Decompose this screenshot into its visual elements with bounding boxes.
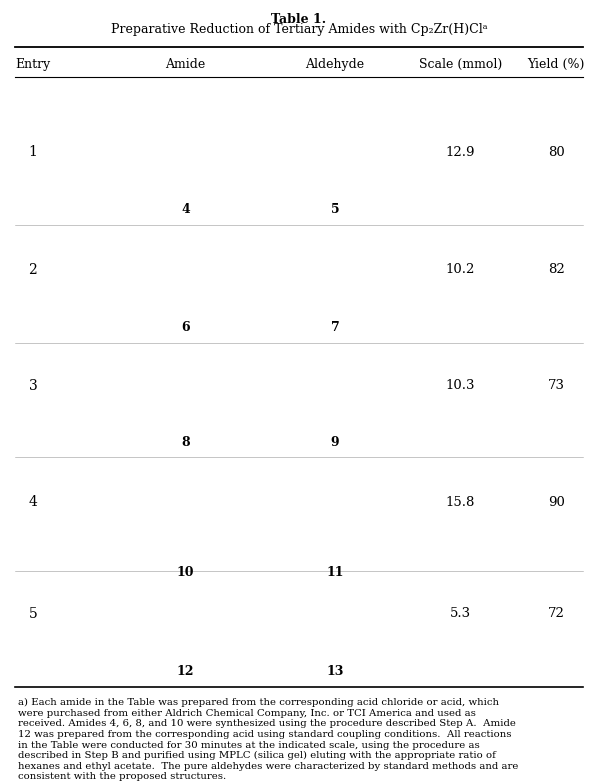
Text: 5: 5 [29, 607, 37, 621]
Text: 12: 12 [176, 665, 194, 678]
Text: 15.8: 15.8 [446, 496, 475, 508]
Text: 73: 73 [548, 379, 565, 392]
Text: hexanes and ethyl acetate.  The pure aldehydes were characterized by standard me: hexanes and ethyl acetate. The pure alde… [18, 762, 518, 771]
Text: 2: 2 [29, 263, 37, 277]
Text: consistent with the proposed structures.: consistent with the proposed structures. [18, 773, 226, 781]
Text: Yield (%): Yield (%) [527, 58, 585, 71]
Text: Table 1.: Table 1. [271, 13, 327, 27]
Text: 12 was prepared from the corresponding acid using standard coupling conditions. : 12 was prepared from the corresponding a… [18, 730, 511, 739]
Text: 72: 72 [548, 608, 565, 620]
Text: 5: 5 [331, 203, 339, 217]
Text: were purchased from either Aldrich Chemical Company, Inc. or TCI America and use: were purchased from either Aldrich Chemi… [18, 709, 476, 718]
Text: 8: 8 [181, 436, 190, 450]
Text: 10.3: 10.3 [446, 379, 475, 392]
Text: Preparative Reduction of Tertiary Amides with Cp₂Zr(H)Clᵃ: Preparative Reduction of Tertiary Amides… [111, 23, 487, 37]
Text: Aldehyde: Aldehyde [306, 58, 364, 71]
Text: Scale (mmol): Scale (mmol) [419, 58, 502, 71]
Text: 4: 4 [181, 203, 190, 217]
Text: 80: 80 [548, 146, 565, 159]
Text: 10: 10 [176, 566, 194, 579]
Text: 5.3: 5.3 [450, 608, 471, 620]
Text: 90: 90 [548, 496, 565, 508]
Text: Entry: Entry [16, 58, 50, 71]
Text: 6: 6 [181, 321, 190, 334]
Text: 3: 3 [29, 378, 37, 393]
Text: 9: 9 [331, 436, 339, 450]
Text: 12.9: 12.9 [446, 146, 475, 159]
Text: described in Step B and purified using MPLC (silica gel) eluting with the approp: described in Step B and purified using M… [18, 751, 496, 760]
Text: 11: 11 [326, 566, 344, 579]
Text: in the Table were conducted for 30 minutes at the indicated scale, using the pro: in the Table were conducted for 30 minut… [18, 741, 480, 750]
Text: 1: 1 [29, 145, 37, 160]
Text: received. Amides 4, 6, 8, and 10 were synthesized using the procedure described : received. Amides 4, 6, 8, and 10 were sy… [18, 719, 516, 729]
Text: 7: 7 [331, 321, 339, 334]
Text: 82: 82 [548, 264, 565, 276]
Text: a) Each amide in the Table was prepared from the corresponding acid chloride or : a) Each amide in the Table was prepared … [18, 698, 499, 708]
Text: 4: 4 [29, 495, 37, 509]
Text: Amide: Amide [165, 58, 206, 71]
Text: 13: 13 [326, 665, 344, 678]
Text: 10.2: 10.2 [446, 264, 475, 276]
